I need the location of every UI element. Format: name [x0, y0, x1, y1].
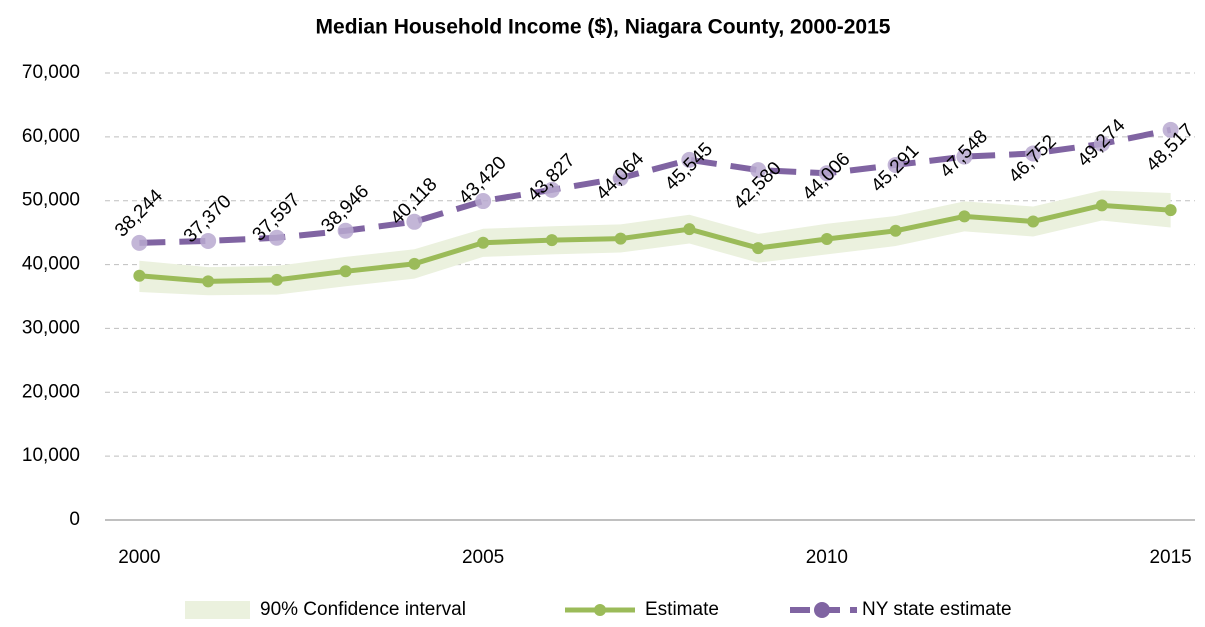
y-tick-label: 50,000: [22, 190, 80, 211]
legend-label: 90% Confidence interval: [260, 599, 466, 620]
marker: [614, 232, 627, 245]
marker: [820, 232, 833, 245]
marker: [337, 222, 354, 239]
x-tick-label: 2010: [806, 547, 848, 568]
marker: [408, 257, 421, 270]
marker: [406, 213, 423, 230]
marker: [1164, 204, 1177, 217]
marker: [543, 181, 560, 198]
data-label: 46,752: [1005, 131, 1061, 187]
marker: [268, 229, 285, 246]
marker: [750, 162, 767, 179]
data-label: 49,274: [1074, 115, 1130, 171]
y-tick-label: 20,000: [22, 381, 80, 402]
marker: [1162, 121, 1179, 138]
marker: [475, 193, 492, 210]
data-label: 38,244: [111, 185, 167, 241]
y-tick-label: 60,000: [22, 126, 80, 147]
marker: [1093, 135, 1110, 152]
y-tick-label: 70,000: [22, 62, 80, 83]
marker: [612, 170, 629, 187]
marker: [956, 148, 973, 165]
marker: [200, 232, 217, 249]
marker: [1095, 199, 1108, 212]
data-label: 44,064: [592, 148, 648, 204]
marker: [887, 156, 904, 173]
marker: [683, 223, 696, 236]
confidence-band: [139, 190, 1171, 296]
series-line: [139, 202, 1171, 284]
y-tick-label: 30,000: [22, 317, 80, 338]
legend-swatch: [185, 601, 250, 619]
marker: [545, 234, 558, 247]
legend-label: Estimate: [645, 599, 719, 620]
series-line: [139, 126, 1172, 246]
legend-marker: [814, 602, 830, 618]
marker: [202, 275, 215, 288]
marker: [958, 210, 971, 223]
y-tick-label: 0: [69, 509, 80, 530]
x-tick-label: 2005: [462, 547, 504, 568]
marker: [889, 224, 902, 237]
marker: [818, 165, 835, 182]
marker: [270, 273, 283, 286]
legend-label: NY state estimate: [862, 599, 1012, 620]
marker: [752, 242, 765, 255]
marker: [339, 265, 352, 278]
y-tick-label: 10,000: [22, 445, 80, 466]
data-label: 44,006: [799, 149, 855, 205]
chart-title: Median Household Income ($), Niagara Cou…: [316, 16, 891, 39]
y-tick-label: 40,000: [22, 254, 80, 275]
marker: [681, 151, 698, 168]
marker: [133, 269, 146, 282]
marker: [477, 236, 490, 249]
x-tick-label: 2000: [118, 547, 160, 568]
marker: [1025, 145, 1042, 162]
legend-marker: [594, 604, 606, 616]
marker: [131, 234, 148, 251]
marker: [1027, 215, 1040, 228]
x-tick-label: 2015: [1149, 547, 1191, 568]
